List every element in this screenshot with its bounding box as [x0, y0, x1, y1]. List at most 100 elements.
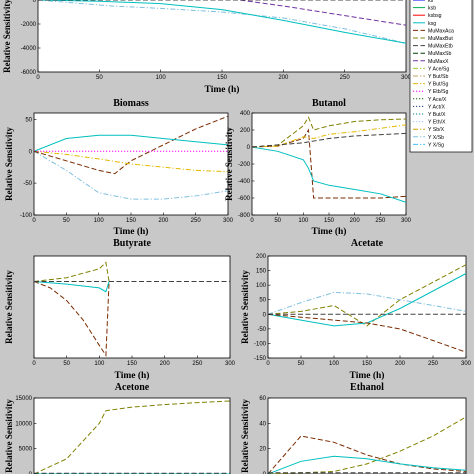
plot-area: [267, 255, 467, 359]
series-line: [268, 291, 466, 315]
y-tick-label: -100: [20, 213, 33, 219]
series-line: [34, 281, 110, 357]
series-line: [34, 150, 228, 200]
legend-label: MuMaxBut: [428, 36, 453, 42]
chart-butanol: 0 50 100 150 200 250 300 -800 -600 -400 -200 0 200 40…: [224, 98, 412, 237]
y-axis-label: Relative Sensitivity: [224, 127, 234, 201]
y-tick-label: -50: [257, 327, 266, 333]
y-tick-label: 5000: [19, 447, 33, 453]
legend-label: Y Ace/Sg: [428, 66, 449, 72]
chart-title: Acetate: [351, 238, 384, 249]
x-tick-label: 150: [217, 75, 228, 81]
x-tick-label: 200: [278, 75, 289, 81]
y-axis-label: Relative Sensitivity: [240, 399, 250, 473]
legend-label: Y Sb/X: [428, 127, 445, 133]
y-tick-label: 400: [240, 111, 251, 117]
y-tick-label: 0: [247, 145, 251, 151]
y-tick-label: -400: [238, 179, 251, 185]
legend-label: Y But/X: [428, 112, 446, 118]
y-tick-label: -800: [238, 213, 251, 219]
chart-title: Butanol: [312, 98, 346, 109]
chart-title: Ethanol: [350, 382, 384, 393]
series-line: [268, 416, 466, 474]
chart-butyrate: 0 50 100 150 200 250 300 Butyrate Time (h) Relati…: [4, 238, 236, 381]
y-tick-label: -100: [254, 341, 267, 347]
legend-label: Y Ace/X: [428, 97, 447, 103]
y-tick-label: -6000: [21, 70, 37, 76]
series-line: [34, 134, 228, 152]
legend-label: Y Eth/X: [428, 120, 446, 126]
y-tick-label: -600: [238, 196, 251, 202]
y-tick-label: -200: [238, 162, 251, 168]
x-tick-label: 100: [329, 361, 340, 367]
y-tick-label: 0: [263, 472, 267, 474]
x-tick-label: 100: [298, 218, 309, 224]
x-tick-label: 0: [32, 218, 36, 224]
x-tick-label: 50: [63, 361, 70, 367]
series-line: [252, 128, 406, 199]
legend-label: ksg: [428, 21, 436, 27]
x-tick-label: 200: [395, 361, 406, 367]
x-tick-label: 0: [250, 218, 254, 224]
legend-label: Y X/Sg: [428, 142, 444, 148]
y-tick-label: -150: [254, 356, 267, 362]
y-tick-label: 150: [256, 269, 267, 275]
x-tick-label: 150: [126, 218, 137, 224]
x-tick-label: 50: [63, 218, 70, 224]
chart-acetone: 0 5000 10000 15000 Acetone Relative Sensitivi…: [4, 382, 231, 474]
y-tick-label: 50: [259, 298, 266, 304]
x-tick-label: 250: [340, 75, 351, 81]
x-tick-label: 50: [274, 218, 281, 224]
x-tick-label: 250: [428, 361, 439, 367]
series-line: [268, 455, 466, 474]
x-tick-label: 150: [362, 361, 373, 367]
x-tick-label: 200: [350, 218, 361, 224]
x-tick-label: 300: [225, 361, 236, 367]
x-tick-label: 250: [375, 218, 386, 224]
y-tick-label: 0: [263, 312, 267, 318]
series-line: [268, 264, 466, 327]
x-tick-label: 50: [96, 75, 103, 81]
plot-area: [33, 255, 231, 359]
y-axis-label: Relative Sensitivity: [4, 399, 14, 473]
legend-label: ksbsg: [428, 13, 442, 19]
x-tick-label: 100: [156, 75, 167, 81]
series-line: [34, 115, 228, 175]
y-tick-label: 0: [29, 472, 33, 474]
y-tick-label: 10000: [15, 421, 32, 427]
x-axis-label: Time (h): [350, 370, 385, 381]
x-axis-label: Time (h): [114, 226, 149, 237]
y-tick-label: 0: [29, 149, 33, 155]
y-axis-label: Relative Sensitivity: [4, 270, 14, 344]
y-tick-label: 0: [33, 0, 37, 4]
y-tick-label: -2000: [21, 22, 37, 28]
x-tick-label: 150: [324, 218, 335, 224]
x-tick-label: 200: [160, 361, 171, 367]
chart-acetate: 0 50 100 150 200 250 300 -150 -100 -50 0 50 100 150 20…: [240, 238, 472, 381]
chart-title: Acetone: [115, 382, 150, 393]
x-tick-label: 200: [158, 218, 169, 224]
chart-top: 0 50 100 150 200 250 300 -6000 -4000 -2000 0 Time (…: [2, 0, 412, 95]
x-tick-label: 100: [94, 218, 105, 224]
y-tick-label: 200: [240, 128, 251, 134]
series-line: [252, 146, 406, 203]
y-tick-label: 15000: [15, 396, 32, 402]
legend-label: Y But/Sb: [428, 74, 448, 80]
x-tick-label: 100: [94, 361, 105, 367]
x-tick-label: 250: [192, 361, 203, 367]
y-tick-label: 200: [256, 254, 267, 260]
legend-label: ks: [428, 0, 434, 4]
x-tick-label: 150: [127, 361, 138, 367]
x-tick-label: 0: [266, 361, 270, 367]
plot-area: [37, 0, 407, 73]
x-tick-label: 0: [32, 361, 36, 367]
x-tick-label: 250: [191, 218, 202, 224]
legend-label: MuMaxEtb: [428, 44, 453, 50]
chart-title: Biomass: [113, 98, 149, 109]
legend-label: Y Act/X: [428, 104, 445, 110]
x-axis-label: Time (h): [205, 84, 240, 95]
x-tick-label: 300: [223, 218, 234, 224]
series-line: [252, 124, 406, 148]
legend-label: Y But/Sg: [428, 82, 448, 88]
